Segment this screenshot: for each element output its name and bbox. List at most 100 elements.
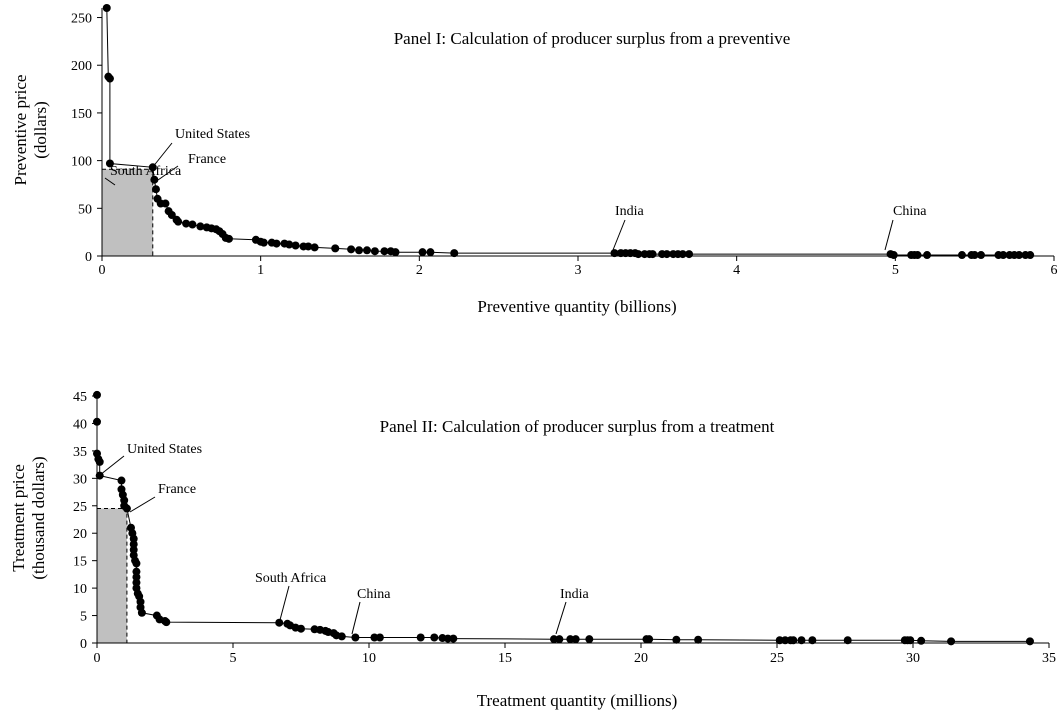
country-annotations: United States France South Africa China Indi… — [99, 442, 590, 635]
data-point — [672, 635, 681, 644]
data-point — [1025, 637, 1034, 646]
annotation-leader — [104, 177, 116, 186]
annotation-leader — [279, 585, 290, 621]
surplus-rect — [97, 508, 127, 643]
annotation-label: France — [158, 482, 196, 497]
data-point — [648, 250, 657, 259]
data-point — [337, 632, 346, 641]
data-point — [906, 636, 915, 645]
annotation-label: United States — [127, 442, 202, 457]
annotation-label: China — [357, 587, 391, 602]
y-tick-label: 15 — [73, 555, 87, 570]
data-point — [449, 634, 458, 643]
data-point — [889, 251, 898, 260]
data-point — [120, 496, 129, 505]
demand-series — [93, 390, 1034, 646]
data-point — [970, 251, 979, 260]
data-point — [137, 608, 146, 617]
data-point — [95, 457, 104, 466]
x-tick-label: 4 — [733, 263, 740, 278]
data-point — [977, 251, 986, 260]
data-point — [694, 635, 703, 644]
y-tick-label: 150 — [71, 107, 92, 122]
data-point — [957, 251, 966, 260]
x-tick-label: 0 — [94, 651, 101, 666]
annotation-leader — [351, 601, 361, 635]
y-tick-label: 5 — [80, 610, 87, 625]
data-point — [161, 199, 170, 208]
annotation-label: India — [560, 587, 590, 602]
data-point — [917, 636, 926, 645]
annotation-label: India — [615, 204, 645, 219]
data-point — [685, 250, 694, 259]
y-tick-label: 0 — [85, 250, 92, 265]
data-point — [808, 636, 817, 645]
x-tick-label: 30 — [906, 651, 920, 666]
y-tick-label: 250 — [71, 12, 92, 27]
data-point — [275, 618, 284, 627]
data-point — [102, 4, 111, 12]
annotation-label: South Africa — [110, 164, 182, 179]
annotation-leader — [612, 219, 626, 251]
annotation-leader — [884, 219, 894, 251]
x-tick-label: 6 — [1051, 263, 1058, 278]
data-point — [347, 245, 356, 254]
data-point — [1026, 251, 1035, 260]
data-point — [132, 567, 141, 576]
x-tick-label: 25 — [770, 651, 784, 666]
producer-surplus-area — [102, 168, 154, 256]
data-point — [291, 241, 300, 250]
y-tick-label: 30 — [73, 472, 87, 487]
surplus-rect — [102, 169, 153, 256]
data-point — [416, 633, 425, 642]
data-point — [105, 74, 114, 83]
data-point — [1015, 251, 1024, 260]
data-point — [370, 247, 379, 256]
data-point — [188, 220, 197, 229]
data-point — [331, 244, 340, 253]
data-point — [136, 597, 145, 606]
tick-marks: 0 5 10 15 20 25 30 35 0 5 10 15 20 25 30 35 40 45 — [73, 390, 1056, 666]
panel-treatment: 0 5 10 15 20 25 30 35 0 5 10 15 20 25 30 35 40 45 United … — [9, 390, 1056, 710]
x-tick-label: 15 — [498, 651, 512, 666]
data-point — [843, 636, 852, 645]
annotation-label: China — [893, 204, 927, 219]
data-point — [571, 635, 580, 644]
data-point — [789, 636, 798, 645]
tick-marks: 0 1 2 3 4 5 6 0 50 100 150 200 250 — [71, 12, 1058, 278]
data-point — [585, 635, 594, 644]
data-point — [129, 540, 138, 549]
annotation-leader — [129, 496, 156, 513]
y-tick-label: 20 — [73, 527, 87, 542]
data-point — [196, 222, 205, 231]
x-tick-label: 3 — [575, 263, 582, 278]
y-tick-label: 50 — [78, 202, 92, 217]
data-point — [285, 240, 294, 249]
data-point — [645, 635, 654, 644]
x-tick-label: 1 — [257, 263, 264, 278]
annotation-leader — [555, 601, 567, 635]
annotation-label: France — [188, 152, 226, 167]
data-point — [182, 219, 191, 228]
data-point — [151, 185, 160, 194]
annotation-leader — [99, 455, 125, 476]
data-point — [351, 633, 360, 642]
y-tick-label: 0 — [80, 637, 87, 652]
data-point — [297, 624, 305, 633]
x-tick-label: 5 — [230, 651, 237, 666]
data-point — [430, 633, 439, 642]
x-tick-label: 5 — [892, 263, 899, 278]
data-point — [224, 234, 233, 243]
data-point — [122, 504, 131, 513]
data-point — [391, 248, 400, 257]
x-axis-title: Treatment quantity (millions) — [477, 691, 678, 710]
y-tick-label: 45 — [73, 390, 87, 405]
data-point — [272, 239, 281, 248]
y-tick-label: 35 — [73, 445, 87, 460]
panel-preventive: 0 1 2 3 4 5 6 0 50 100 150 200 250 South Africa Unite… — [11, 4, 1058, 316]
data-point — [913, 251, 922, 260]
data-point — [450, 249, 459, 258]
data-point — [259, 238, 268, 247]
data-point — [555, 635, 564, 644]
x-tick-label: 10 — [362, 651, 376, 666]
